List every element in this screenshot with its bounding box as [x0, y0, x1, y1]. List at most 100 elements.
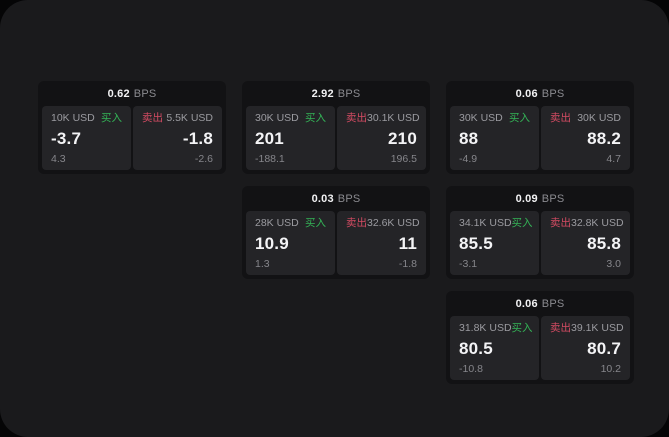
quote-card: 0.06 BPS 30K USD 买入 88 -4.9 卖出 30K USD 8… — [446, 81, 634, 174]
buy-panel-top: 31.8K USD 买入 — [459, 322, 533, 334]
buy-panel[interactable]: 30K USD 买入 88 -4.9 — [450, 106, 539, 170]
sell-delta: 196.5 — [390, 152, 417, 165]
buy-panel-top: 34.1K USD 买入 — [459, 217, 533, 229]
spread-value: 0.62 — [107, 87, 130, 100]
buy-panel-top: 30K USD 买入 — [255, 113, 326, 124]
sell-delta: 10.2 — [600, 362, 621, 375]
spread-unit: BPS — [337, 87, 361, 100]
spread-value: 0.09 — [515, 192, 538, 205]
sell-delta: -1.8 — [398, 257, 417, 270]
sell-delta: 4.7 — [606, 152, 621, 165]
quote-card: 0.62 BPS 10K USD 买入 -3.7 4.3 卖出 5.5K USD… — [38, 81, 226, 174]
sell-panel[interactable]: 卖出 5.5K USD -1.8 -2.6 — [133, 106, 222, 170]
sell-size-label: 39.1K USD — [571, 322, 624, 334]
quote-panels: 30K USD 买入 201 -188.1 卖出 30.1K USD 210 1… — [246, 106, 426, 170]
buy-price: 201 — [255, 129, 284, 148]
buy-tag: 买入 — [509, 112, 530, 124]
sell-panel-top: 卖出 30.1K USD — [346, 112, 420, 124]
buy-size-label: 30K USD — [255, 112, 299, 124]
buy-panel[interactable]: 31.8K USD 买入 80.5 -10.8 — [450, 316, 539, 380]
sell-panel-top: 卖出 32.6K USD — [346, 217, 420, 229]
buy-panel-top: 28K USD 买入 — [255, 218, 326, 229]
buy-size-label: 10K USD — [51, 112, 95, 124]
buy-panel[interactable]: 10K USD 买入 -3.7 4.3 — [42, 106, 131, 170]
spread-value: 0.06 — [515, 87, 538, 100]
quote-panels: 34.1K USD 买入 85.5 -3.1 卖出 32.8K USD 85.8… — [450, 211, 630, 275]
sell-delta: 3.0 — [606, 257, 621, 270]
spread-unit: BPS — [337, 192, 361, 205]
buy-size-label: 28K USD — [255, 217, 299, 229]
buy-size-label: 30K USD — [459, 112, 503, 124]
sell-panel[interactable]: 卖出 30.1K USD 210 196.5 — [337, 106, 426, 170]
sell-tag: 卖出 — [142, 112, 163, 124]
spread-header: 0.62 BPS — [42, 81, 222, 106]
sell-panel[interactable]: 卖出 32.8K USD 85.8 3.0 — [541, 211, 630, 275]
buy-size-label: 31.8K USD — [459, 322, 512, 334]
sell-size-label: 30K USD — [577, 112, 621, 124]
quote-panels: 28K USD 买入 10.9 1.3 卖出 32.6K USD 11 -1.8 — [246, 211, 426, 275]
buy-delta: -3.1 — [459, 257, 478, 270]
spread-value: 0.03 — [311, 192, 334, 205]
sell-panel-top: 卖出 39.1K USD — [550, 322, 624, 334]
buy-tag: 买入 — [305, 217, 326, 229]
sell-price: -1.8 — [182, 129, 213, 148]
buy-panel-top: 30K USD 买入 — [459, 113, 530, 124]
sell-panel[interactable]: 卖出 32.6K USD 11 -1.8 — [337, 211, 426, 275]
sell-size-label: 5.5K USD — [166, 112, 213, 124]
buy-panel[interactable]: 30K USD 买入 201 -188.1 — [246, 106, 335, 170]
spread-header: 0.03 BPS — [246, 186, 426, 211]
spread-value: 2.92 — [311, 87, 334, 100]
sell-panel-top: 卖出 32.8K USD — [550, 217, 624, 229]
sell-tag: 卖出 — [346, 112, 367, 124]
buy-panel[interactable]: 28K USD 买入 10.9 1.3 — [246, 211, 335, 275]
buy-price: 88 — [459, 129, 479, 148]
buy-panel-top: 10K USD 买入 — [51, 113, 122, 124]
buy-delta: 4.3 — [51, 152, 66, 165]
buy-delta: -10.8 — [459, 362, 483, 375]
spread-header: 0.06 BPS — [450, 291, 630, 316]
quote-card: 0.09 BPS 34.1K USD 买入 85.5 -3.1 卖出 32.8K… — [446, 186, 634, 279]
quote-panels: 10K USD 买入 -3.7 4.3 卖出 5.5K USD -1.8 -2.… — [42, 106, 222, 170]
quote-card: 0.03 BPS 28K USD 买入 10.9 1.3 卖出 32.6K US… — [242, 186, 430, 279]
spread-header: 0.09 BPS — [450, 186, 630, 211]
sell-price: 210 — [388, 129, 417, 148]
sell-tag: 卖出 — [346, 217, 367, 229]
buy-price: 10.9 — [255, 234, 289, 253]
spread-value: 0.06 — [515, 297, 538, 310]
spread-unit: BPS — [541, 192, 565, 205]
buy-price: 85.5 — [459, 234, 493, 253]
spread-header: 2.92 BPS — [246, 81, 426, 106]
sell-size-label: 30.1K USD — [367, 112, 420, 124]
spread-unit: BPS — [133, 87, 157, 100]
sell-panel[interactable]: 卖出 39.1K USD 80.7 10.2 — [541, 316, 630, 380]
buy-panel[interactable]: 34.1K USD 买入 85.5 -3.1 — [450, 211, 539, 275]
buy-price: -3.7 — [51, 129, 82, 148]
buy-delta: -4.9 — [459, 152, 478, 165]
sell-tag: 卖出 — [550, 217, 571, 229]
sell-tag: 卖出 — [550, 322, 571, 334]
buy-tag: 买入 — [101, 112, 122, 124]
buy-tag: 买入 — [305, 112, 326, 124]
quote-panels: 30K USD 买入 88 -4.9 卖出 30K USD 88.2 4.7 — [450, 106, 630, 170]
sell-delta: -2.6 — [194, 152, 213, 165]
quote-card: 0.06 BPS 31.8K USD 买入 80.5 -10.8 卖出 39.1… — [446, 291, 634, 384]
buy-tag: 买入 — [511, 217, 533, 229]
sell-size-label: 32.6K USD — [367, 217, 420, 229]
spread-unit: BPS — [541, 87, 565, 100]
buy-size-label: 34.1K USD — [459, 217, 512, 229]
sell-size-label: 32.8K USD — [571, 217, 624, 229]
sell-tag: 卖出 — [550, 112, 571, 124]
buy-tag: 买入 — [511, 322, 533, 334]
quote-card: 2.92 BPS 30K USD 买入 201 -188.1 卖出 30.1K … — [242, 81, 430, 174]
sell-price: 11 — [398, 234, 417, 253]
quote-panels: 31.8K USD 买入 80.5 -10.8 卖出 39.1K USD 80.… — [450, 316, 630, 380]
sell-price: 85.8 — [587, 234, 621, 253]
spread-unit: BPS — [541, 297, 565, 310]
buy-delta: 1.3 — [255, 257, 270, 270]
spread-header: 0.06 BPS — [450, 81, 630, 106]
sell-panel[interactable]: 卖出 30K USD 88.2 4.7 — [541, 106, 630, 170]
sell-panel-top: 卖出 5.5K USD — [142, 113, 213, 124]
sell-panel-top: 卖出 30K USD — [550, 113, 621, 124]
buy-price: 80.5 — [459, 339, 493, 358]
